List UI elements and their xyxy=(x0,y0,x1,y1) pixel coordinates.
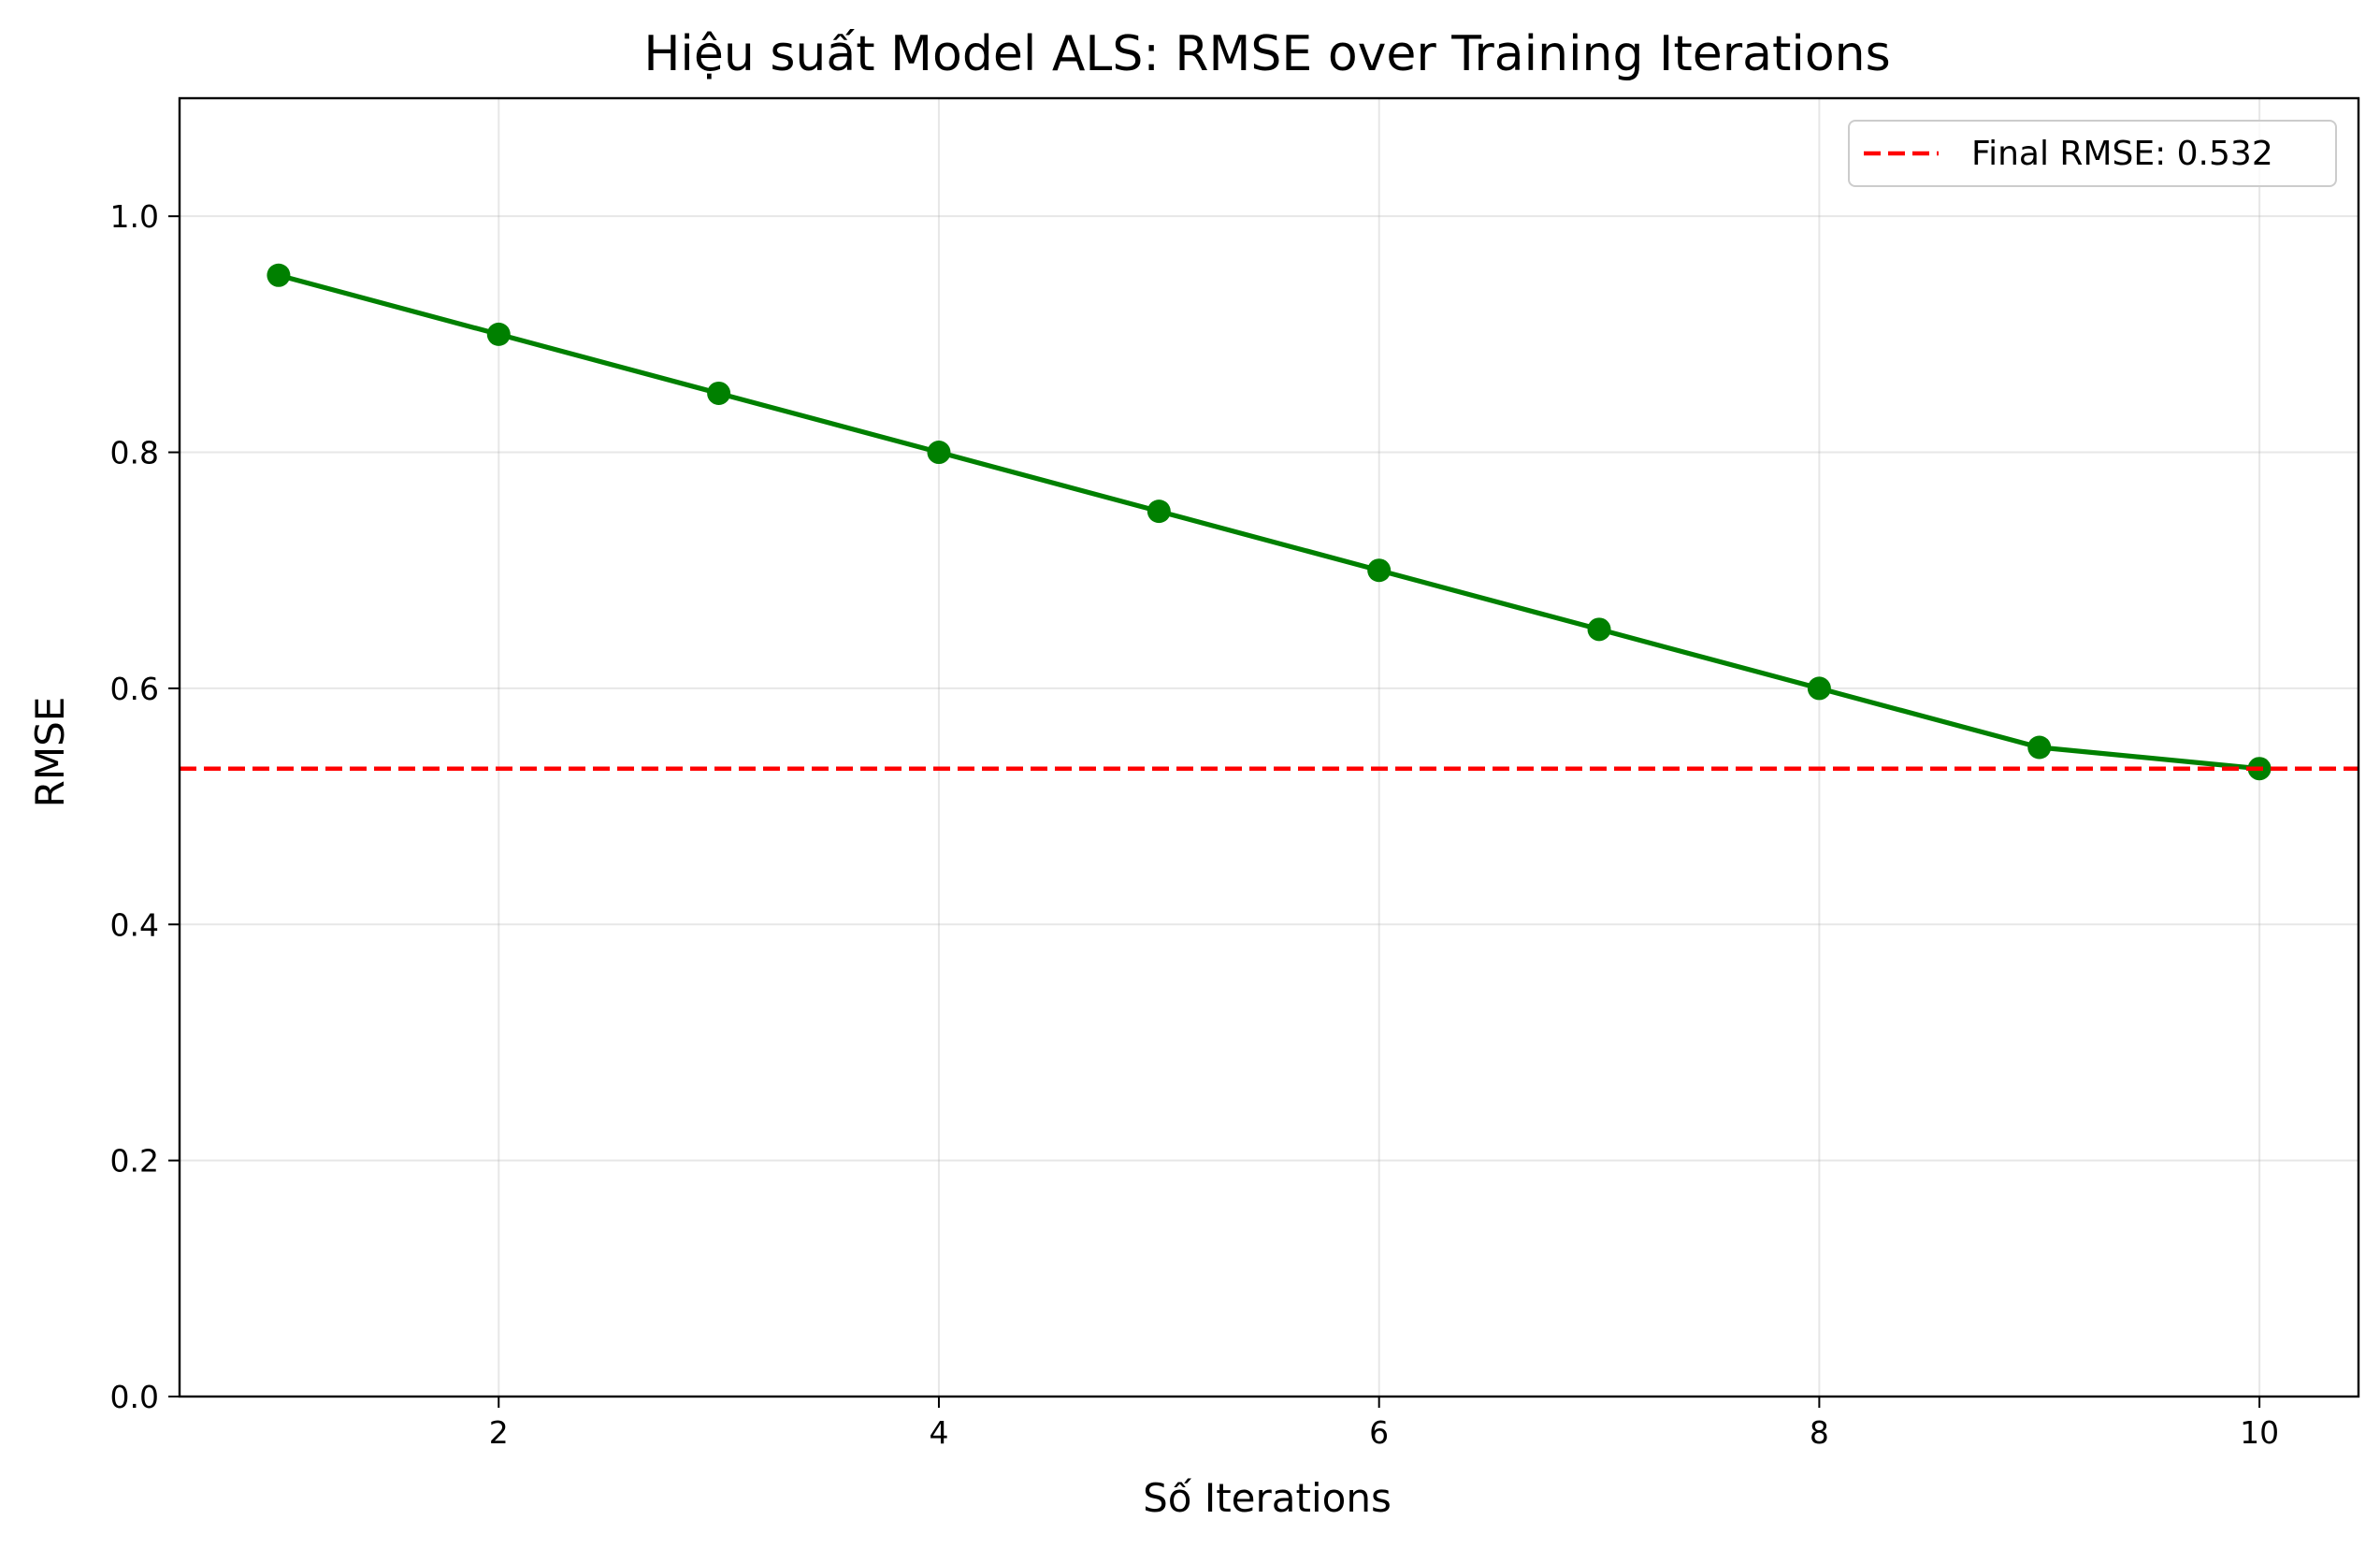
data-point xyxy=(486,322,511,346)
data-point xyxy=(927,441,951,465)
plot-frame xyxy=(178,96,2360,1398)
y-tick-label: 0.2 xyxy=(110,1143,159,1180)
y-tick-label: 0.6 xyxy=(110,671,159,707)
legend: Final RMSE: 0.532 xyxy=(1848,120,2337,187)
y-axis-title: RMSE xyxy=(27,697,73,808)
y-tick-label: 0.8 xyxy=(110,435,159,471)
data-point xyxy=(1367,558,1392,583)
x-tick-label: 6 xyxy=(1369,1414,1389,1451)
y-tick-label: 1.0 xyxy=(110,198,159,235)
y-tick-label: 0.0 xyxy=(110,1379,159,1415)
chart-title: Hiệu suất Model ALS: RMSE over Training … xyxy=(643,26,1890,82)
plot-area xyxy=(180,263,2358,781)
series-line-rmse xyxy=(276,272,2262,772)
legend-box xyxy=(1848,120,2337,187)
x-axis-title: Số Iterations xyxy=(1143,1475,1392,1521)
data-point xyxy=(1807,676,1831,701)
data-point xyxy=(1147,499,1171,524)
y-tick-label: 0.4 xyxy=(110,906,159,943)
x-tick-label: 8 xyxy=(1810,1414,1829,1451)
data-point xyxy=(2027,735,2052,760)
data-point xyxy=(267,263,291,287)
x-tick-label: 4 xyxy=(929,1414,948,1451)
legend-label-final-rmse: Final RMSE: 0.532 xyxy=(1971,135,2273,173)
data-point xyxy=(707,381,731,405)
x-tick-label: 10 xyxy=(2240,1414,2279,1451)
axes-ticks: 2 4 6 8 10 0.0 0.2 0.4 0.6 0.8 1.0 xyxy=(110,198,2280,1451)
data-point xyxy=(1587,617,1611,642)
x-tick-label: 2 xyxy=(489,1414,509,1451)
